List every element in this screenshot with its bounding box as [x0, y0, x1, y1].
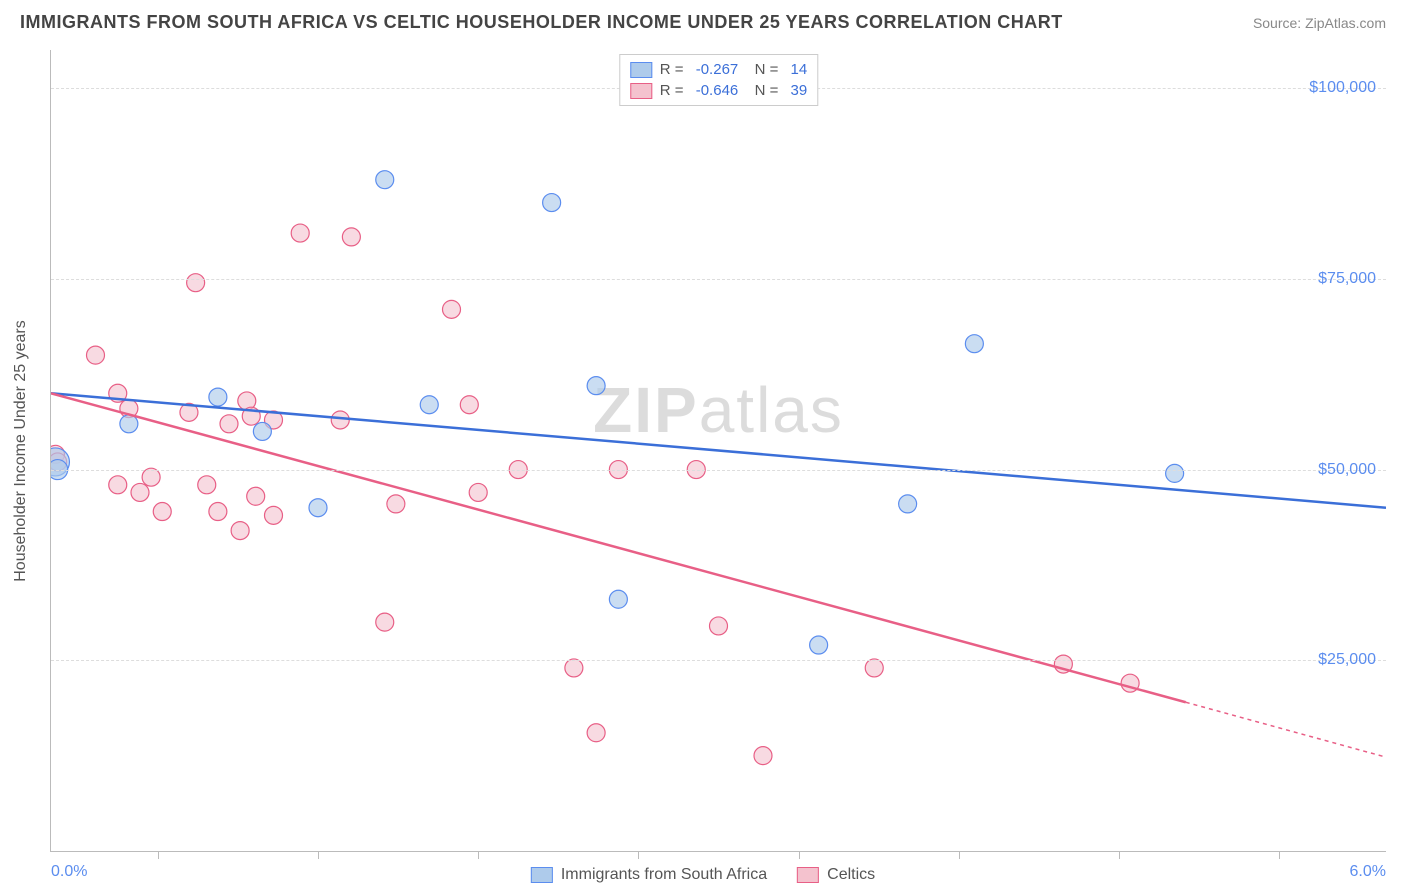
data-point: [965, 335, 983, 353]
data-point: [253, 422, 271, 440]
series-legend: Immigrants from South Africa Celtics: [531, 866, 875, 884]
stat-r-blue: -0.267: [696, 61, 739, 78]
legend-label-pink: Celtics: [827, 866, 875, 884]
stat-r-label: R =: [660, 82, 688, 99]
stat-n-pink: 39: [791, 82, 808, 99]
data-point: [265, 506, 283, 524]
data-point: [1166, 464, 1184, 482]
trend-line: [51, 393, 1186, 702]
data-point: [587, 377, 605, 395]
data-point: [198, 476, 216, 494]
data-point: [342, 228, 360, 246]
data-point: [231, 522, 249, 540]
stat-r-pink: -0.646: [696, 82, 739, 99]
swatch-blue-icon: [531, 867, 553, 883]
data-point: [376, 171, 394, 189]
swatch-blue-icon: [630, 62, 652, 78]
data-point: [387, 495, 405, 513]
y-tick-label: $75,000: [1318, 270, 1376, 288]
header: IMMIGRANTS FROM SOUTH AFRICA VS CELTIC H…: [0, 0, 1406, 41]
data-point: [131, 483, 149, 501]
data-point: [247, 487, 265, 505]
gridline: [51, 279, 1386, 280]
swatch-pink-icon: [797, 867, 819, 883]
data-point: [142, 468, 160, 486]
x-axis-max-label: 6.0%: [1350, 863, 1386, 881]
data-point: [376, 613, 394, 631]
legend-row-pink: R = -0.646 N = 39: [630, 80, 807, 101]
legend-label-blue: Immigrants from South Africa: [561, 866, 767, 884]
data-point: [865, 659, 883, 677]
data-point: [565, 659, 583, 677]
data-point: [460, 396, 478, 414]
y-tick-label: $25,000: [1318, 651, 1376, 669]
data-point: [587, 724, 605, 742]
x-tick: [478, 851, 479, 859]
x-axis-min-label: 0.0%: [51, 863, 87, 881]
data-point: [754, 747, 772, 765]
data-point: [710, 617, 728, 635]
scatter-plot: [51, 50, 1386, 851]
legend-item-blue: Immigrants from South Africa: [531, 866, 767, 884]
gridline: [51, 470, 1386, 471]
stat-r-label: R =: [660, 61, 688, 78]
stat-n-label: N =: [746, 61, 782, 78]
data-point: [187, 274, 205, 292]
data-point: [220, 415, 238, 433]
x-tick: [1119, 851, 1120, 859]
data-point: [109, 476, 127, 494]
data-point: [443, 300, 461, 318]
y-axis-title: Householder Income Under 25 years: [12, 320, 30, 581]
source-label: Source: ZipAtlas.com: [1253, 15, 1386, 31]
data-point: [420, 396, 438, 414]
y-tick-label: $100,000: [1309, 79, 1376, 97]
data-point: [87, 346, 105, 364]
data-point: [543, 194, 561, 212]
y-tick-label: $50,000: [1318, 461, 1376, 479]
data-point: [291, 224, 309, 242]
x-tick: [158, 851, 159, 859]
data-point: [810, 636, 828, 654]
data-point: [469, 483, 487, 501]
swatch-pink-icon: [630, 83, 652, 99]
data-point: [153, 503, 171, 521]
x-tick: [1279, 851, 1280, 859]
trend-line: [1186, 702, 1386, 757]
gridline: [51, 660, 1386, 661]
x-tick: [959, 851, 960, 859]
data-point: [209, 388, 227, 406]
data-point: [609, 590, 627, 608]
correlation-legend: R = -0.267 N = 14 R = -0.646 N = 39: [619, 54, 818, 106]
x-tick: [638, 851, 639, 859]
x-tick: [318, 851, 319, 859]
legend-item-pink: Celtics: [797, 866, 875, 884]
data-point: [331, 411, 349, 429]
data-point: [309, 499, 327, 517]
chart-area: Householder Income Under 25 years R = -0…: [50, 50, 1386, 852]
data-point: [209, 503, 227, 521]
chart-title: IMMIGRANTS FROM SOUTH AFRICA VS CELTIC H…: [20, 12, 1063, 33]
legend-row-blue: R = -0.267 N = 14: [630, 59, 807, 80]
stat-n-blue: 14: [791, 61, 808, 78]
stat-n-label: N =: [746, 82, 782, 99]
data-point: [899, 495, 917, 513]
x-tick: [799, 851, 800, 859]
data-point: [120, 415, 138, 433]
